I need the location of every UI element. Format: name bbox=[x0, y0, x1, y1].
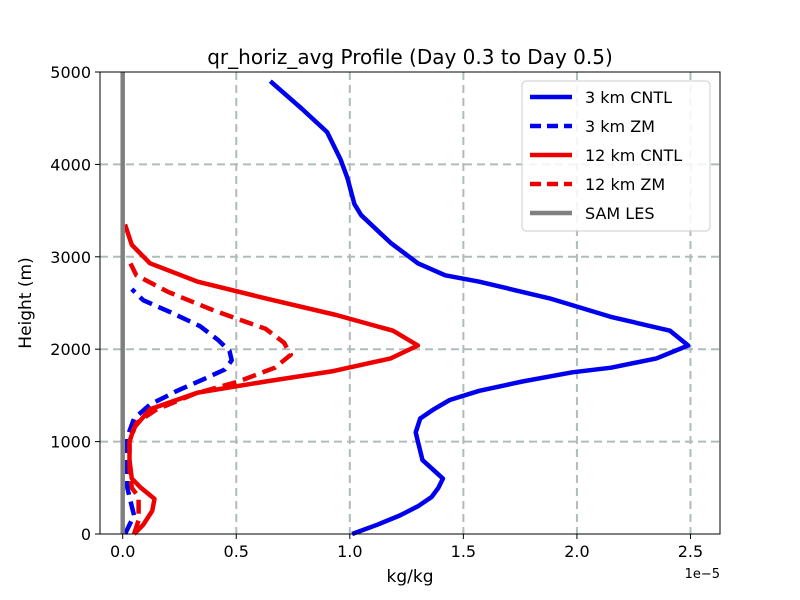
x-axis-label: kg/kg bbox=[387, 567, 434, 587]
legend-box bbox=[521, 80, 711, 232]
y-tick-label: 5000 bbox=[50, 63, 91, 82]
series-line-3-km-zm bbox=[122, 287, 234, 535]
x-tick-label: 0.5 bbox=[224, 542, 249, 561]
y-tick-label: 3000 bbox=[50, 248, 91, 267]
x-tick-label: 2.5 bbox=[678, 542, 703, 561]
y-tick-label: 1000 bbox=[50, 433, 91, 452]
y-axis-ticks: 0 1000 2000 3000 4000 5000 bbox=[50, 63, 100, 544]
legend-label-12-km-zm: 12 km ZM bbox=[585, 175, 665, 194]
legend-label-sam-les: SAM LES bbox=[585, 204, 654, 223]
series-line-12-km-cntl bbox=[122, 223, 421, 536]
legend-label-3-km-cntl: 3 km CNTL bbox=[585, 88, 672, 107]
y-tick-label: 4000 bbox=[50, 155, 91, 174]
legend: 3 km CNTL 3 km ZM 12 km CNTL 12 km ZM SAM LE… bbox=[521, 80, 711, 232]
legend-label-12-km-cntl: 12 km CNTL bbox=[585, 146, 682, 165]
x-tick-label: 0.0 bbox=[110, 542, 135, 561]
y-tick-label: 0 bbox=[81, 525, 91, 544]
series-line-12-km-zm bbox=[127, 260, 294, 535]
series-lines bbox=[120, 72, 691, 537]
series-line-3-km-cntl bbox=[268, 79, 691, 537]
x-axis-offset-label: 1e−5 bbox=[685, 567, 720, 582]
plot-frame bbox=[99, 71, 721, 535]
legend-label-3-km-zm: 3 km ZM bbox=[585, 117, 655, 136]
chart-title: qr_horiz_avg Profile (Day 0.3 to Day 0.5… bbox=[207, 45, 613, 69]
x-tick-label: 2.0 bbox=[564, 542, 589, 561]
x-axis-ticks: 0.0 0.5 1.0 1.5 2.0 2.5 bbox=[110, 534, 703, 561]
x-tick-label: 1.5 bbox=[451, 542, 476, 561]
x-tick-label: 1.0 bbox=[337, 542, 362, 561]
y-axis-label: Height (m) bbox=[16, 257, 36, 348]
y-tick-label: 2000 bbox=[50, 340, 91, 359]
